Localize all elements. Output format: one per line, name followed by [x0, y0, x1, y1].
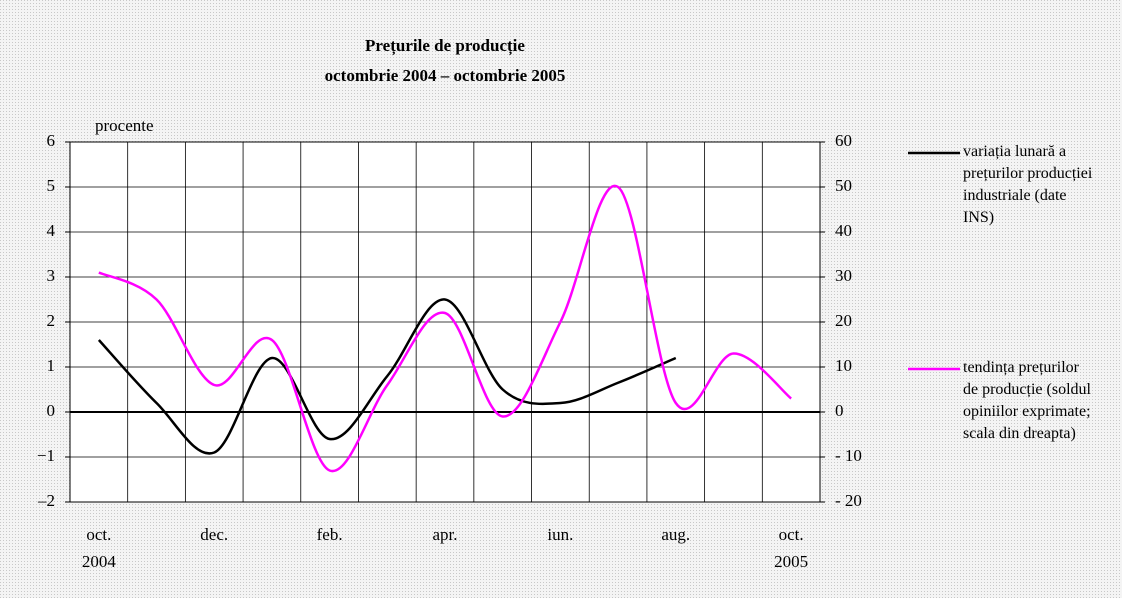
chart-title: Prețurile de producție: [365, 36, 525, 56]
legend-label: tendința prețurilor de producție (soldul…: [963, 359, 1091, 442]
y2-tick-label: - 20: [835, 491, 862, 510]
y2-tick-label: 0: [835, 401, 844, 420]
year-label: 2004: [82, 552, 117, 571]
y-tick-label: 6: [47, 131, 56, 150]
y-axis-label: procente: [95, 116, 154, 135]
x-tick-label: oct.: [779, 525, 804, 544]
series-line: [98, 184, 792, 473]
x-tick-label: feb.: [317, 525, 343, 544]
y-tick-label: –2: [37, 491, 55, 510]
y-tick-label: 2: [47, 311, 56, 330]
legend-label: variația lunară a prețurilor producției …: [963, 143, 1093, 226]
legend-item: variația lunară a prețurilor producției …: [963, 143, 1093, 226]
x-tick-label: dec.: [200, 525, 228, 544]
y2-tick-label: 10: [835, 356, 852, 375]
y2-tick-label: - 10: [835, 446, 862, 465]
y2-tick-label: 60: [835, 131, 852, 150]
chart-subtitle: octombrie 2004 – octombrie 2005: [325, 66, 566, 85]
x-tick-label: apr.: [432, 525, 457, 544]
x-tick-label: oct.: [86, 525, 111, 544]
y-tick-label: −1: [37, 446, 55, 465]
y2-tick-label: 50: [835, 176, 852, 195]
x-tick-label: iun.: [547, 525, 573, 544]
y-tick-label: 1: [47, 356, 56, 375]
y-tick-label: 0: [47, 401, 56, 420]
series-line: [97, 298, 677, 455]
legend-item: tendința prețurilor de producție (soldul…: [963, 359, 1091, 442]
y2-tick-label: 20: [835, 311, 852, 330]
year-label: 2005: [774, 552, 808, 571]
y2-tick-label: 40: [835, 221, 852, 240]
y-tick-label: 3: [47, 266, 56, 285]
y-tick-label: 5: [47, 176, 56, 195]
y2-tick-label: 30: [835, 266, 852, 285]
y-tick-label: 4: [47, 221, 56, 240]
x-tick-label: aug.: [661, 525, 690, 544]
